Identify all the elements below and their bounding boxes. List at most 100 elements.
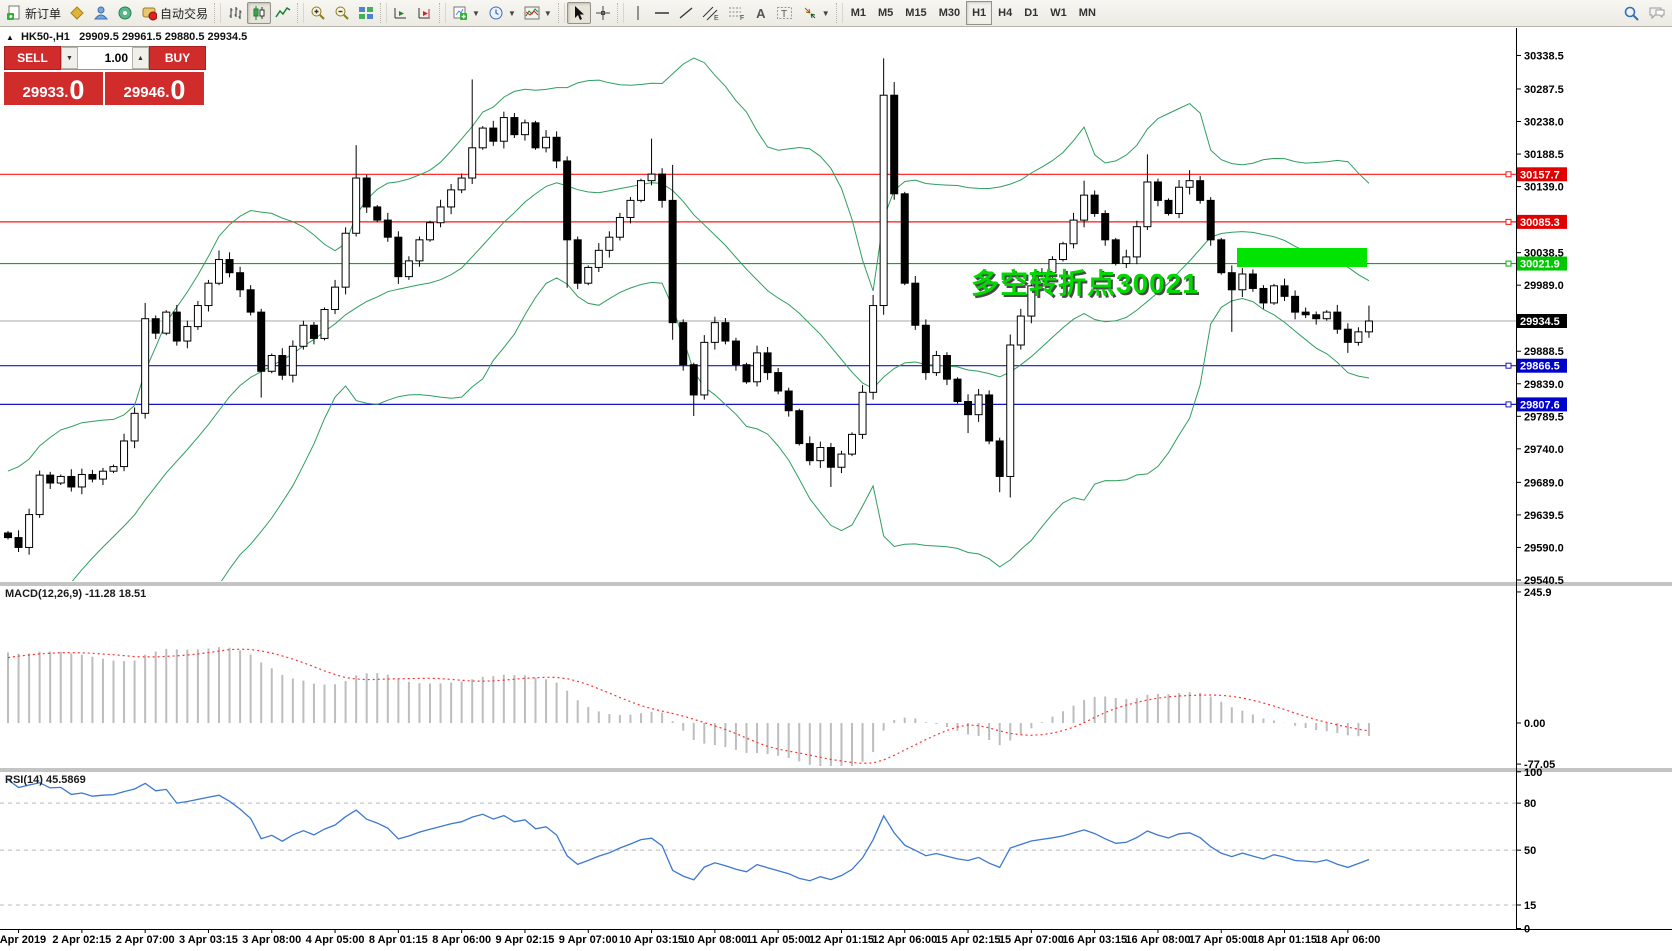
candle-body: [447, 189, 456, 208]
candle-body: [246, 289, 255, 313]
timeframe-h1-button[interactable]: H1: [966, 1, 993, 25]
bollinger-middle-band: [71, 182, 1370, 581]
trendline-button[interactable]: [674, 2, 698, 24]
rsi-axis-label: 0: [1524, 924, 1530, 936]
candle-body: [1101, 213, 1110, 241]
time-axis-label: 8 Apr 01:15: [369, 934, 428, 946]
crosshair-button[interactable]: [591, 2, 615, 24]
candle-body: [731, 340, 740, 366]
time-axis-label: 9 Apr 07:00: [559, 934, 618, 946]
text-button[interactable]: A: [750, 2, 772, 24]
candle-body: [236, 272, 245, 291]
text-label-button[interactable]: T: [772, 2, 798, 24]
tile-windows-button[interactable]: [354, 2, 378, 24]
signals-button[interactable]: [113, 2, 137, 24]
indicators-dropdown[interactable]: ▼: [520, 2, 556, 24]
zoom-in-button[interactable]: [306, 2, 330, 24]
candle-body: [805, 443, 814, 462]
candle-body: [890, 94, 899, 195]
rsi-axis-label: 50: [1524, 845, 1536, 857]
candle-body: [795, 410, 804, 445]
hline-marker[interactable]: [1505, 171, 1512, 178]
hline-marker[interactable]: [1505, 401, 1512, 408]
candle-body: [478, 127, 487, 149]
timeframe-m30-button[interactable]: M30: [938, 7, 961, 19]
candle-body: [352, 177, 361, 234]
candle-body: [46, 474, 55, 484]
candle-body: [120, 440, 129, 468]
panel-collapse-icon[interactable]: ▲: [6, 33, 14, 42]
chart-shift-button[interactable]: [413, 2, 437, 24]
auto-scroll-button[interactable]: [389, 2, 413, 24]
market-button[interactable]: [89, 2, 113, 24]
timeframe-w1-button[interactable]: W1: [1050, 7, 1067, 19]
candle-body: [14, 537, 23, 548]
chat-button[interactable]: [1644, 2, 1670, 24]
timeframe-d1-button[interactable]: D1: [1024, 7, 1039, 19]
hline-marker[interactable]: [1505, 362, 1512, 369]
search-button[interactable]: [1619, 2, 1644, 24]
volume-input[interactable]: [78, 47, 132, 69]
candle-body: [1259, 287, 1268, 304]
autotrading-label: 自动交易: [160, 6, 209, 21]
volume-increase-button[interactable]: ▲: [132, 47, 149, 69]
hline-marker[interactable]: [1505, 218, 1512, 225]
candle-body: [130, 412, 139, 442]
sell-button[interactable]: SELL: [4, 46, 61, 70]
new-order-button[interactable]: 新订单: [2, 2, 65, 24]
rsi-axis-label: 100: [1524, 767, 1542, 779]
candle-body: [858, 391, 867, 435]
price-axis-tick-label: 30238.0: [1524, 117, 1564, 129]
new-chart-dropdown[interactable]: ▼: [448, 2, 484, 24]
candle-body: [193, 305, 202, 328]
buy-price[interactable]: 29946. 0: [105, 72, 204, 105]
horizontal-line-button[interactable]: [650, 2, 674, 24]
timeframe-h4-button[interactable]: H4: [998, 7, 1013, 19]
candle-body: [1132, 226, 1141, 258]
time-axis-label: 16 Apr 03:15: [1062, 934, 1127, 946]
candle-body: [1196, 180, 1205, 201]
buy-button[interactable]: BUY: [149, 46, 206, 70]
equidistant-channel-button[interactable]: E: [698, 2, 724, 24]
chart-annotation-text[interactable]: 多空转折点30021: [971, 268, 1199, 299]
price-axis-tick-label: 29740.0: [1524, 444, 1564, 456]
sell-price[interactable]: 29933. 0: [4, 72, 103, 105]
search-icon: [1624, 6, 1639, 21]
candle-body: [1322, 311, 1331, 320]
profiles-dropdown[interactable]: ▼: [484, 2, 520, 24]
candlestick-chart-button[interactable]: [247, 2, 272, 24]
timeframe-m1-button[interactable]: M1: [850, 7, 866, 19]
autotrading-button[interactable]: 自动交易: [137, 2, 212, 24]
volume-decrease-button[interactable]: ▼: [61, 47, 78, 69]
timeframe-m15-button[interactable]: M15: [905, 7, 927, 19]
candle-body: [1048, 259, 1057, 274]
timeframe-m5-button[interactable]: M5: [878, 7, 894, 19]
candle-body: [225, 259, 234, 274]
buy-price-big-digit: 0: [170, 75, 186, 105]
fibonacci-button[interactable]: F: [724, 2, 750, 24]
current-price-label-bg: [1517, 314, 1567, 328]
line-chart-button[interactable]: [271, 2, 295, 24]
chart-shift-icon: [418, 8, 431, 19]
timeframe-mn-button[interactable]: MN: [1078, 7, 1096, 19]
candle-body: [974, 394, 983, 416]
candle-body: [921, 324, 930, 374]
candle-body: [257, 311, 266, 372]
candle-body: [151, 318, 160, 334]
candle-body: [1301, 311, 1310, 316]
time-axis-label: 8 Apr 06:00: [432, 934, 491, 946]
zoom-out-button[interactable]: [330, 2, 354, 24]
vertical-line-button[interactable]: [626, 2, 650, 24]
candle-body: [763, 352, 772, 374]
hline-price-label: 29866.5: [1520, 361, 1560, 373]
cursor-button[interactable]: [566, 2, 591, 24]
hline-marker[interactable]: [1505, 260, 1512, 267]
time-axis-label: 4 Apr 05:00: [306, 934, 365, 946]
highlight-zone[interactable]: [1237, 248, 1367, 267]
bar-chart-button[interactable]: [223, 2, 247, 24]
metaeditor-button[interactable]: [65, 2, 89, 24]
candle-body: [942, 355, 951, 380]
arrows-dropdown[interactable]: ▼: [798, 2, 834, 24]
text-label-icon: T: [776, 7, 792, 20]
